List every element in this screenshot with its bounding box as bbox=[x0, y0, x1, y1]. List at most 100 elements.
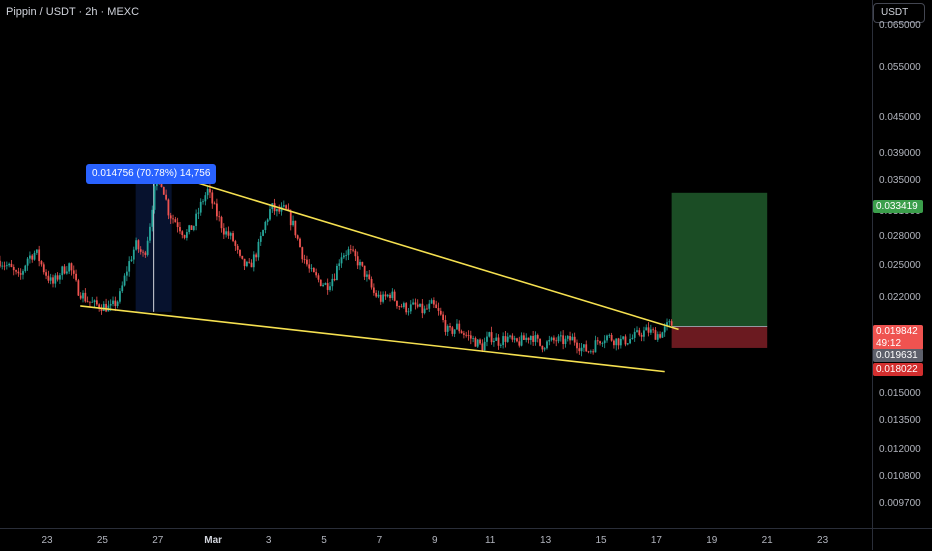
candle bbox=[389, 292, 391, 302]
candle bbox=[578, 343, 581, 355]
candle bbox=[312, 267, 315, 273]
candle bbox=[42, 262, 45, 275]
candle bbox=[553, 335, 555, 344]
candle bbox=[550, 336, 553, 342]
candle bbox=[532, 330, 535, 346]
candle bbox=[546, 340, 548, 350]
candle bbox=[93, 299, 96, 308]
candle bbox=[423, 305, 426, 315]
candle bbox=[65, 266, 68, 275]
candle bbox=[437, 302, 440, 316]
candle bbox=[255, 252, 258, 262]
candle bbox=[79, 292, 82, 300]
candle bbox=[149, 223, 151, 244]
candle bbox=[359, 259, 361, 270]
candle bbox=[167, 198, 170, 220]
price-tick-label: 0.025000 bbox=[879, 259, 921, 271]
lower-trendline[interactable] bbox=[80, 305, 665, 373]
candle bbox=[190, 225, 193, 231]
candle bbox=[56, 272, 59, 282]
candle bbox=[324, 282, 327, 286]
candle bbox=[59, 272, 61, 285]
candle bbox=[506, 332, 509, 343]
candle bbox=[239, 249, 241, 258]
candle bbox=[1, 261, 4, 270]
stop-zone[interactable] bbox=[671, 326, 768, 348]
candle bbox=[340, 252, 343, 268]
candle bbox=[329, 282, 331, 292]
candle bbox=[456, 319, 458, 330]
candle bbox=[264, 220, 267, 234]
candle bbox=[54, 273, 57, 288]
candle bbox=[370, 276, 373, 290]
candle bbox=[211, 189, 214, 209]
candle bbox=[557, 334, 560, 344]
candle bbox=[151, 205, 154, 232]
candle bbox=[40, 260, 43, 267]
candle bbox=[294, 220, 297, 238]
candle bbox=[185, 229, 188, 241]
candle bbox=[636, 326, 638, 333]
candle bbox=[45, 269, 47, 280]
candle bbox=[342, 252, 345, 259]
candle bbox=[139, 246, 142, 255]
candle bbox=[486, 331, 488, 347]
candle bbox=[269, 204, 271, 221]
candle bbox=[617, 337, 620, 350]
candle bbox=[465, 331, 468, 338]
candle bbox=[476, 338, 479, 348]
candle bbox=[405, 302, 408, 315]
candle bbox=[89, 301, 91, 308]
candle bbox=[626, 343, 629, 346]
candle bbox=[116, 300, 119, 309]
candle bbox=[326, 278, 329, 295]
candle bbox=[100, 304, 103, 315]
candle bbox=[525, 333, 528, 343]
candle bbox=[366, 271, 368, 282]
candle bbox=[654, 327, 657, 340]
candle bbox=[308, 259, 311, 273]
upper-trendline[interactable] bbox=[154, 169, 679, 331]
candle bbox=[490, 326, 493, 345]
candle bbox=[361, 261, 364, 268]
candle bbox=[336, 263, 338, 281]
candle bbox=[345, 250, 348, 261]
target-zone[interactable] bbox=[671, 192, 768, 327]
candle bbox=[3, 261, 6, 271]
candle bbox=[241, 255, 244, 260]
candle bbox=[276, 208, 278, 217]
entry-price-tag: 0.019631 bbox=[873, 349, 923, 362]
candle bbox=[15, 269, 17, 275]
candle bbox=[319, 279, 322, 287]
candle bbox=[107, 300, 110, 312]
candle bbox=[257, 238, 260, 261]
candle bbox=[446, 324, 449, 337]
time-tick-label: 21 bbox=[761, 535, 773, 546]
candle bbox=[569, 331, 571, 345]
candle bbox=[379, 291, 382, 305]
candle bbox=[246, 260, 248, 268]
candle bbox=[587, 350, 590, 354]
currency-button[interactable]: USDT bbox=[873, 3, 925, 23]
candle bbox=[566, 335, 569, 342]
candle bbox=[285, 204, 288, 210]
candle bbox=[513, 335, 516, 343]
candle bbox=[592, 349, 595, 355]
candle bbox=[661, 331, 664, 338]
symbol-title[interactable]: Pippin / USDT · 2h · MEXC bbox=[6, 6, 140, 18]
candle bbox=[232, 230, 234, 243]
price-tick-label: 0.028000 bbox=[879, 231, 921, 243]
candle bbox=[467, 330, 470, 341]
candle bbox=[548, 335, 551, 346]
candle bbox=[509, 334, 511, 339]
candle bbox=[47, 270, 50, 284]
candle bbox=[236, 244, 239, 254]
candle bbox=[622, 336, 625, 341]
candle bbox=[70, 262, 73, 276]
candle bbox=[504, 330, 507, 348]
candle bbox=[49, 273, 52, 285]
candle bbox=[262, 229, 264, 237]
candle bbox=[95, 296, 98, 306]
candle bbox=[419, 303, 421, 308]
